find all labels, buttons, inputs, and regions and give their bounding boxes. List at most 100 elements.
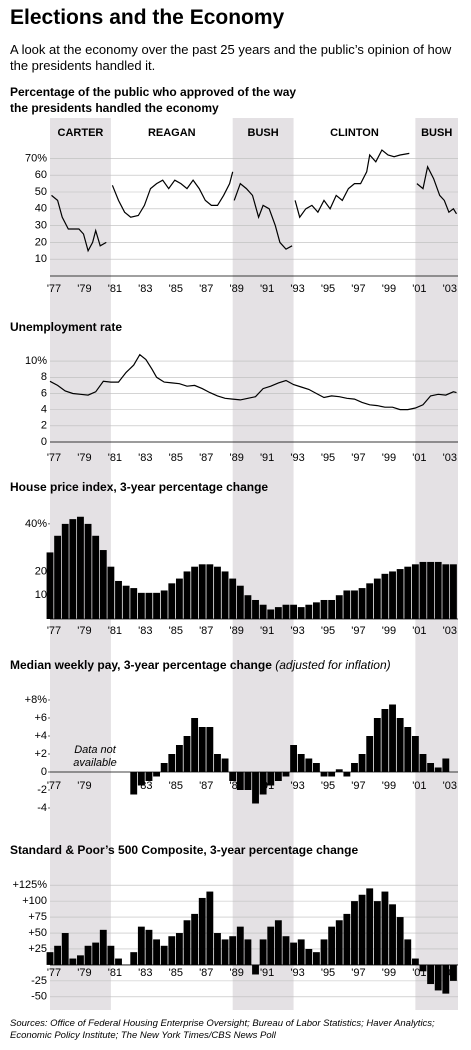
y-tick-label: 0 xyxy=(41,436,47,448)
bar xyxy=(411,736,419,772)
chart-title: Standard & Poor’s 500 Composite, 3-year … xyxy=(10,843,359,857)
x-tick-label: '85 xyxy=(169,780,183,792)
x-tick-label: '79 xyxy=(77,452,91,464)
bar xyxy=(175,745,183,772)
bar xyxy=(419,561,427,619)
y-tick-label: 50 xyxy=(35,186,47,198)
bar xyxy=(54,945,62,965)
bar xyxy=(373,901,381,965)
y-tick-label: +2 xyxy=(34,748,47,760)
bar xyxy=(137,926,145,965)
x-tick-label: '03 xyxy=(443,780,457,792)
bar xyxy=(351,590,358,619)
y-tick-label: 30 xyxy=(35,220,47,232)
bar xyxy=(191,566,199,619)
y-tick-label: +8% xyxy=(25,694,48,706)
x-tick-label: '87 xyxy=(199,780,213,792)
bar xyxy=(404,566,412,619)
y-tick-label: 70% xyxy=(25,152,47,164)
bar xyxy=(229,578,237,619)
x-tick-label: '95 xyxy=(321,967,335,979)
y-tick-label: +50 xyxy=(28,927,47,939)
bar xyxy=(236,926,244,965)
bar xyxy=(153,592,160,619)
x-tick-label: '83 xyxy=(138,967,152,979)
bar xyxy=(267,772,275,786)
bar xyxy=(358,894,366,965)
bar xyxy=(312,763,320,772)
bar xyxy=(191,718,199,772)
bar xyxy=(229,772,237,781)
bar xyxy=(160,590,168,619)
bar xyxy=(389,704,396,772)
x-tick-label: '83 xyxy=(138,625,152,637)
bar xyxy=(175,578,183,619)
x-tick-label: '87 xyxy=(199,625,213,637)
bar xyxy=(274,772,282,781)
sources: Sources: Office of Federal Housing Enter… xyxy=(10,1018,435,1041)
x-tick-label: '93 xyxy=(290,967,304,979)
y-tick-label: 20 xyxy=(35,236,47,248)
x-tick-label: '89 xyxy=(230,283,244,295)
y-tick-label: 6 xyxy=(41,387,47,399)
bar xyxy=(122,585,130,619)
bar xyxy=(381,573,389,619)
bar xyxy=(343,590,351,619)
bar xyxy=(434,964,442,991)
bar xyxy=(442,564,450,619)
x-tick-label: '03 xyxy=(443,283,457,295)
bar xyxy=(267,926,275,965)
x-tick-label: '87 xyxy=(199,452,213,464)
bar xyxy=(411,564,419,619)
bar xyxy=(396,718,404,772)
bar xyxy=(61,523,69,619)
subtitle: A look at the economy over the past 25 y… xyxy=(10,42,452,73)
annotation: Data not available xyxy=(73,744,117,769)
bar xyxy=(259,604,267,619)
bar xyxy=(305,604,313,619)
bar xyxy=(282,604,290,619)
bar xyxy=(442,758,450,772)
x-tick-label: '03 xyxy=(443,625,457,637)
bar xyxy=(229,936,237,965)
bar xyxy=(107,945,115,965)
bar xyxy=(290,745,298,772)
x-tick-label: '99 xyxy=(382,452,396,464)
x-tick-label: '01 xyxy=(412,780,426,792)
bar xyxy=(168,583,176,619)
x-tick-label: '91 xyxy=(260,625,274,637)
president-label: CARTER xyxy=(58,127,104,139)
bar xyxy=(404,939,412,965)
bar xyxy=(358,588,366,619)
x-tick-label: '77 xyxy=(47,967,61,979)
president-label: BUSH xyxy=(421,127,452,139)
bar xyxy=(84,945,92,965)
bar xyxy=(404,727,412,772)
chart-title: Percentage of the public who approved of… xyxy=(10,85,297,115)
bar xyxy=(145,929,153,965)
x-tick-label: '95 xyxy=(321,283,335,295)
x-tick-label: '79 xyxy=(77,283,91,295)
x-tick-label: '87 xyxy=(199,967,213,979)
bar xyxy=(168,754,176,772)
bar xyxy=(214,566,221,619)
bar xyxy=(77,955,84,965)
x-tick-label: '77 xyxy=(47,452,61,464)
bar xyxy=(244,595,252,619)
title-note: (adjusted for inflation) xyxy=(275,658,391,672)
bar xyxy=(160,763,168,772)
bar xyxy=(92,942,100,965)
x-tick-label: '81 xyxy=(108,452,122,464)
y-tick-label: 40% xyxy=(25,518,47,530)
x-tick-label: '89 xyxy=(230,452,244,464)
x-tick-label: '95 xyxy=(321,452,335,464)
bar xyxy=(343,913,351,965)
x-tick-label: '83 xyxy=(138,452,152,464)
x-tick-label: '79 xyxy=(77,625,91,637)
bar xyxy=(267,609,275,619)
x-tick-label: '03 xyxy=(443,452,457,464)
x-tick-label: '93 xyxy=(290,780,304,792)
bar xyxy=(214,933,221,965)
y-tick-label: 8 xyxy=(41,371,47,383)
